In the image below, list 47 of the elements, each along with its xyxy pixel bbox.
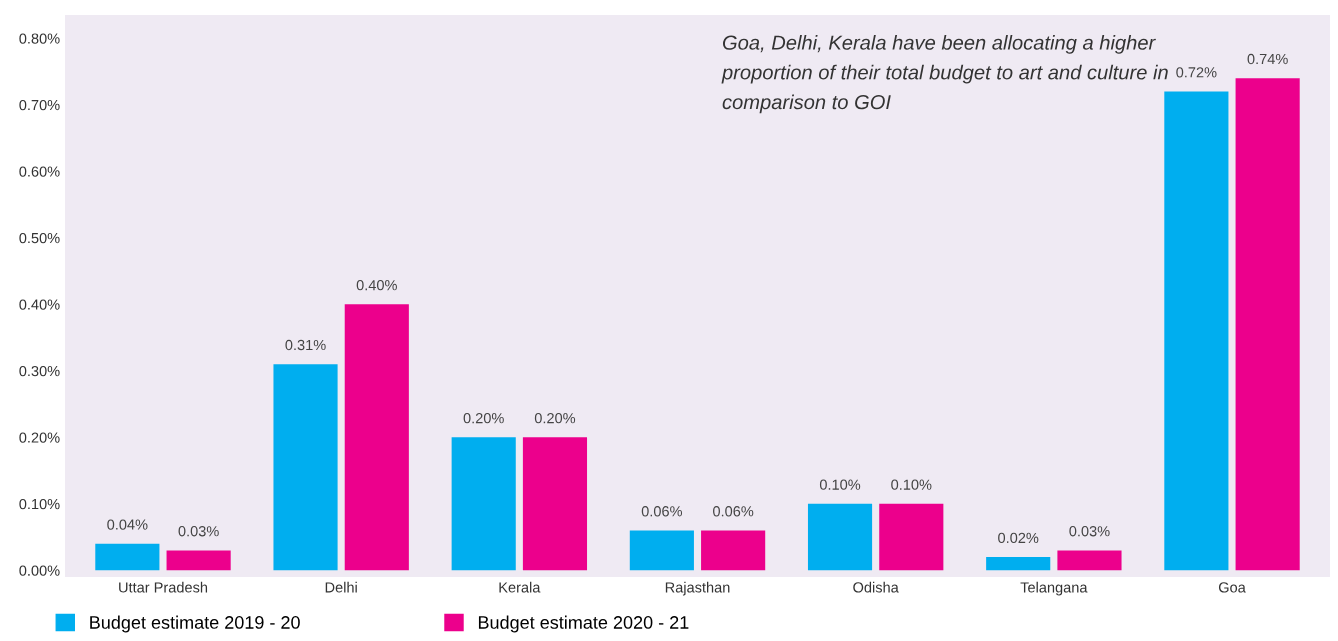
bar xyxy=(629,530,694,571)
x-tick-label: Odisha xyxy=(853,581,899,593)
bar xyxy=(879,503,944,571)
data-label: 0.03% xyxy=(1069,526,1110,537)
bar xyxy=(1057,550,1122,571)
y-tick-label: 0.40% xyxy=(19,299,60,310)
x-tick-label: Telangana xyxy=(1020,581,1088,596)
bar xyxy=(344,304,409,571)
data-label: 0.06% xyxy=(641,506,683,517)
bar xyxy=(986,557,1051,571)
y-tick-label: 0.80% xyxy=(19,33,60,44)
bar xyxy=(522,437,588,571)
data-label: 0.31% xyxy=(285,339,326,351)
y-tick-label: 0.70% xyxy=(19,99,60,111)
y-tick-label: 0.60% xyxy=(19,166,60,177)
bar xyxy=(1235,78,1300,571)
x-tick-label: Rajasthan xyxy=(665,581,730,596)
data-label: 0.74% xyxy=(1247,53,1288,65)
x-tick-label: Delhi xyxy=(325,581,357,593)
data-label: 0.20% xyxy=(463,413,504,424)
data-label: 0.03% xyxy=(178,526,219,537)
data-label: 0.04% xyxy=(107,519,148,530)
x-tick-label: Goa xyxy=(1218,582,1246,593)
bar xyxy=(1164,91,1229,571)
data-label: 0.02% xyxy=(998,532,1039,544)
annotation: Goa, Delhi, Kerala have been allocating a higher proportion of their total budget to art and culture in comparison to GOI xyxy=(721,35,1168,114)
y-tick-label: 0.00% xyxy=(19,565,60,576)
data-label: 0.20% xyxy=(534,413,576,424)
y-tick-label: 0.20% xyxy=(19,432,60,443)
data-label: 0.10% xyxy=(819,479,861,490)
data-label: 0.10% xyxy=(891,479,932,490)
bar xyxy=(701,530,766,571)
bar xyxy=(166,550,231,571)
legend-label: Budget estimate 2019 - 20 xyxy=(90,615,300,633)
bar xyxy=(273,364,338,571)
data-label: 0.06% xyxy=(713,506,754,517)
y-tick-label: 0.10% xyxy=(19,498,60,510)
bar xyxy=(451,437,516,571)
bar xyxy=(807,503,873,571)
data-label: 0.72% xyxy=(1176,67,1217,78)
bar xyxy=(95,543,160,571)
x-tick-label: Uttar Pradesh xyxy=(119,581,208,593)
y-tick-label: 0.50% xyxy=(19,232,60,244)
y-tick-label: 0.30% xyxy=(19,365,60,377)
data-label: 0.40% xyxy=(356,279,397,291)
legend-label: Budget estimate 2020 - 21 xyxy=(478,615,689,633)
x-tick-label: Kerala xyxy=(499,581,541,593)
